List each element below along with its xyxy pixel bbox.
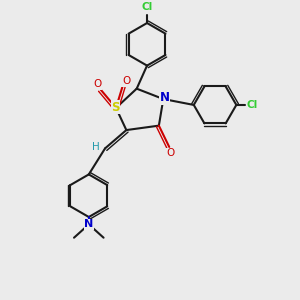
Text: S: S (111, 101, 120, 114)
Text: H: H (92, 142, 100, 152)
Text: O: O (93, 79, 101, 89)
Text: O: O (122, 76, 130, 86)
Text: Cl: Cl (141, 2, 153, 12)
Text: N: N (160, 91, 170, 104)
Text: N: N (84, 219, 93, 230)
Text: Cl: Cl (246, 100, 258, 110)
Text: O: O (167, 148, 175, 158)
